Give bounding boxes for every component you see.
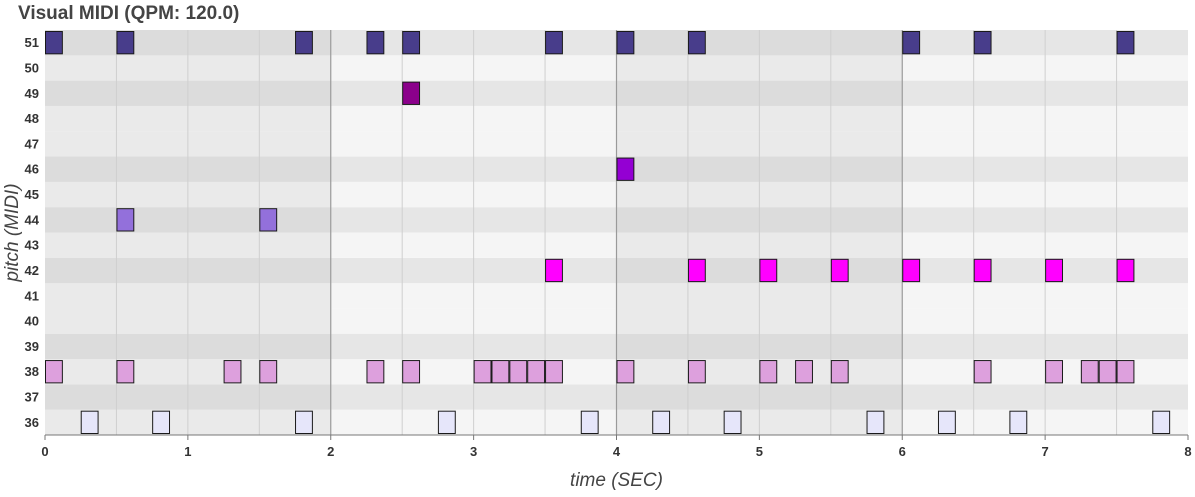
note-38 (402, 360, 421, 384)
note-38 (509, 360, 528, 384)
note-42 (973, 258, 992, 283)
note-38 (687, 360, 706, 384)
note-38 (259, 360, 278, 384)
y-tick-label: 36 (25, 415, 39, 430)
note-36 (1152, 410, 1171, 434)
note-51 (616, 31, 635, 55)
note-38 (795, 360, 813, 384)
note-38 (1045, 360, 1063, 384)
note-51 (687, 31, 706, 55)
note-36 (580, 410, 599, 434)
x-tick-label: 3 (470, 444, 477, 459)
chart-title: Visual MIDI (QPM: 120.0) (18, 3, 240, 24)
note-36 (723, 410, 742, 434)
y-tick-label: 39 (25, 339, 39, 354)
y-tick-label: 47 (25, 136, 39, 151)
x-tick-label: 1 (184, 444, 191, 459)
note-42 (759, 258, 778, 283)
note-38 (527, 360, 546, 384)
note-38 (223, 360, 242, 384)
note-51 (402, 31, 421, 55)
y-tick-label: 50 (25, 60, 39, 75)
note-42 (830, 258, 849, 283)
note-38 (973, 360, 992, 384)
note-36 (937, 410, 956, 434)
note-36 (1009, 410, 1028, 434)
y-tick-label: 40 (25, 314, 39, 329)
note-36 (437, 410, 456, 434)
y-tick-label: 44 (25, 212, 40, 227)
note-38 (759, 360, 778, 384)
x-axis-label: time (SEC) (570, 470, 663, 491)
x-tick-label: 6 (899, 444, 906, 459)
y-axis-label: pitch (MIDI) (2, 183, 23, 282)
note-38 (116, 360, 135, 384)
note-51 (902, 31, 921, 55)
note-38 (366, 360, 385, 384)
note-38 (1098, 360, 1117, 384)
y-tick-label: 37 (25, 390, 39, 405)
note-38 (616, 360, 635, 384)
note-44 (259, 208, 278, 232)
note-46 (616, 157, 635, 181)
note-38 (1116, 360, 1135, 384)
x-tick-label: 5 (756, 444, 763, 459)
note-36 (652, 410, 671, 434)
note-51 (116, 31, 135, 55)
note-36 (80, 410, 99, 434)
note-38 (491, 360, 510, 384)
x-tick-label: 4 (613, 444, 621, 459)
note-49 (402, 81, 421, 105)
note-38 (545, 360, 563, 384)
y-tick-label: 45 (25, 187, 39, 202)
x-tick-label: 0 (41, 444, 48, 459)
y-tick-label: 51 (25, 35, 39, 50)
y-tick-label: 38 (25, 364, 39, 379)
x-tick-label: 8 (1184, 444, 1191, 459)
note-38 (1080, 360, 1099, 384)
note-36 (295, 410, 313, 434)
x-tick-label: 2 (327, 444, 334, 459)
note-51 (45, 31, 63, 55)
y-tick-label: 46 (25, 162, 39, 177)
y-tick-labels: 36 37 38 39 40 41 42 43 44 45 46 47 48 49 50 51 (25, 35, 40, 430)
note-42 (1116, 258, 1135, 283)
y-tick-label: 48 (25, 111, 39, 126)
note-51 (295, 31, 313, 55)
note-38 (473, 360, 492, 384)
note-42 (687, 258, 706, 283)
note-42 (902, 258, 921, 283)
note-51 (366, 31, 385, 55)
x-tick-label: 7 (1042, 444, 1049, 459)
note-42 (545, 258, 563, 283)
note-36 (152, 410, 171, 434)
note-51 (973, 31, 992, 55)
note-42 (1045, 258, 1063, 283)
note-44 (116, 208, 135, 232)
x-tick-labels: 0 1 2 3 4 5 6 7 8 (41, 435, 1192, 459)
y-tick-label: 49 (25, 86, 39, 101)
y-tick-label: 41 (25, 288, 39, 303)
note-51 (1116, 31, 1135, 55)
note-51 (545, 31, 563, 55)
y-tick-label: 43 (25, 238, 39, 253)
note-38 (830, 360, 849, 384)
note-rects (45, 31, 1171, 434)
note-38 (45, 360, 63, 384)
y-tick-label: 42 (25, 263, 39, 278)
note-36 (866, 410, 885, 434)
